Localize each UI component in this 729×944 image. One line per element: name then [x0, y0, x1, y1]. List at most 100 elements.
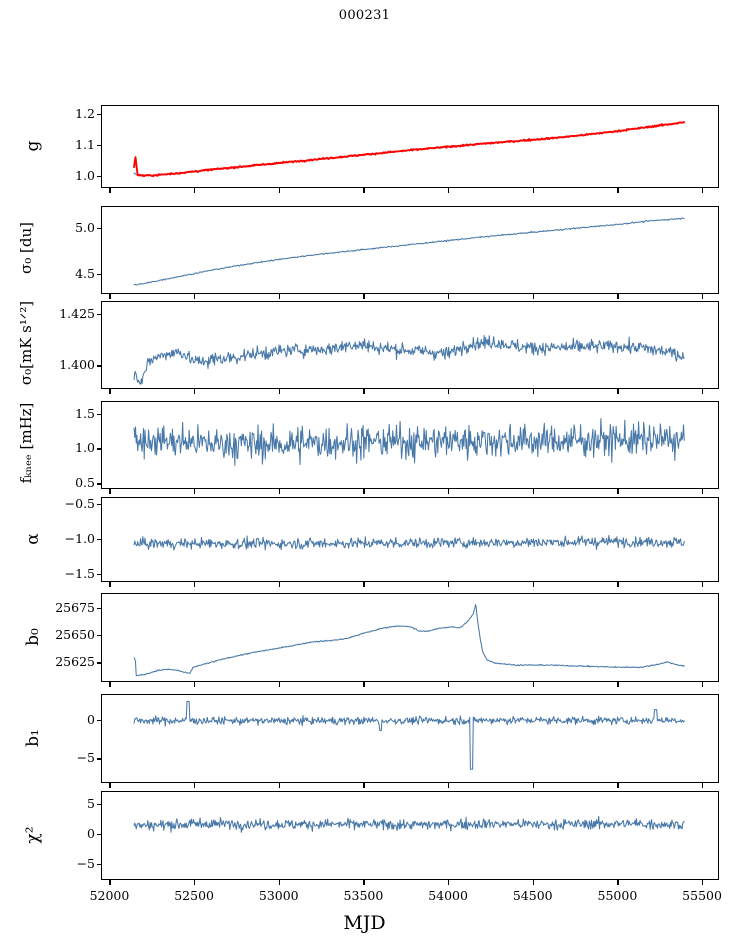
y-tick-label: −0.5 — [64, 495, 95, 511]
y-tick-mark — [96, 175, 101, 177]
y-axis-label-b1: b₁ — [23, 728, 43, 747]
x-tick-mark — [194, 880, 196, 885]
x-tick-mark — [532, 489, 534, 494]
y-tick-mark — [96, 228, 101, 230]
x-tick-mark — [532, 188, 534, 193]
y-axis-label-alpha: α — [23, 532, 43, 545]
x-tick-mark — [278, 582, 280, 587]
x-tick-mark — [702, 880, 704, 885]
y-tick-mark — [96, 573, 101, 575]
x-tick-mark — [702, 389, 704, 394]
y-tick-label: 1.5 — [75, 405, 95, 421]
x-tick-mark — [448, 389, 450, 394]
series-line-chi2 — [133, 815, 685, 833]
x-tick-mark — [617, 188, 619, 193]
y-tick-mark — [96, 144, 101, 147]
x-tick-mark — [363, 783, 365, 788]
x-tick-mark — [278, 489, 280, 494]
y-tick-label: 1.2 — [75, 106, 95, 122]
x-tick-mark — [702, 489, 704, 494]
x-tick-mark — [617, 294, 619, 299]
x-tick-mark — [278, 880, 280, 885]
y-tick-label: 5.0 — [75, 220, 95, 235]
x-tick-mark — [194, 389, 196, 394]
x-tick-mark — [448, 682, 450, 687]
x-tick-mark — [194, 188, 196, 193]
y-tick-mark — [96, 314, 101, 316]
x-tick-label: 52500 — [174, 888, 214, 903]
x-tick-mark — [617, 880, 619, 885]
x-tick-mark — [702, 188, 704, 193]
x-tick-mark — [363, 389, 365, 394]
y-tick-label: 0 — [87, 712, 95, 728]
x-tick-mark — [617, 489, 619, 494]
x-tick-mark — [194, 489, 196, 494]
x-tick-mark — [363, 294, 365, 299]
y-tick-mark — [96, 662, 101, 664]
x-tick-mark — [194, 294, 196, 299]
x-tick-mark — [363, 489, 365, 494]
series-line-sigma0_du — [133, 217, 685, 286]
x-tick-mark — [532, 783, 534, 788]
y-tick-mark — [96, 365, 101, 367]
y-tick-mark — [96, 413, 101, 415]
x-tick-mark — [109, 188, 111, 193]
y-axis-label-g_model: g — [23, 140, 43, 151]
x-tick-mark — [278, 294, 280, 299]
series-line-alpha — [133, 534, 685, 551]
series-line-sigma0_mKs — [133, 334, 685, 385]
x-tick-mark — [278, 188, 280, 193]
y-tick-label: 25650 — [55, 627, 95, 643]
x-tick-mark — [194, 582, 196, 587]
y-tick-mark — [96, 720, 101, 722]
x-tick-mark — [532, 880, 534, 885]
y-tick-mark — [96, 608, 101, 610]
x-tick-mark — [617, 582, 619, 587]
plot-panel-sigma0_mKs — [101, 301, 719, 389]
y-tick-mark — [96, 864, 101, 866]
y-tick-label: 1.0 — [75, 440, 95, 456]
y-axis-label-sigma0_mKs: σ₀[mK s¹ᐟ²] — [17, 300, 35, 386]
x-tick-mark — [702, 783, 704, 788]
x-tick-mark — [363, 880, 365, 885]
x-tick-mark — [532, 294, 534, 299]
x-tick-mark — [278, 389, 280, 394]
y-tick-label: 1.425 — [59, 306, 95, 322]
x-tick-mark — [532, 682, 534, 687]
y-axis-label-chi2: χ² — [23, 825, 43, 844]
x-tick-mark — [363, 682, 365, 687]
x-tick-mark — [702, 294, 704, 299]
x-tick-mark — [363, 188, 365, 193]
plot-panel-alpha — [101, 497, 719, 582]
series-line-b1 — [133, 700, 685, 770]
y-tick-label: 4.5 — [75, 265, 95, 281]
x-tick-mark — [109, 294, 111, 299]
x-tick-label: 55000 — [597, 888, 638, 903]
y-axis-label-sigma0_du: σ₀ [du] — [17, 222, 35, 274]
plot-panel-b1 — [101, 694, 719, 783]
y-tick-mark — [96, 538, 101, 540]
x-tick-mark — [532, 389, 534, 394]
x-tick-mark — [448, 188, 450, 193]
series-line-g_data — [133, 121, 686, 178]
x-tick-mark — [448, 880, 450, 885]
x-tick-mark — [532, 582, 534, 587]
plot-panel-sigma0_du — [101, 206, 719, 294]
x-tick-mark — [448, 582, 450, 587]
y-tick-label: 0.5 — [75, 475, 95, 491]
x-tick-mark — [194, 783, 196, 788]
y-tick-label: 25625 — [55, 654, 95, 670]
x-tick-mark — [194, 682, 196, 687]
x-tick-mark — [448, 294, 450, 299]
x-tick-mark — [363, 582, 365, 587]
series-line-f_knee — [133, 418, 685, 466]
y-tick-label: 1.0 — [75, 167, 95, 183]
x-tick-mark — [109, 783, 111, 788]
y-tick-label: 1.400 — [59, 357, 95, 373]
y-axis-label-f_knee: fₖₙₑₑ [mHz] — [17, 402, 35, 484]
y-tick-mark — [96, 273, 101, 275]
x-tick-label: 54000 — [428, 888, 468, 903]
x-tick-mark — [109, 489, 111, 494]
x-tick-mark — [617, 389, 619, 394]
